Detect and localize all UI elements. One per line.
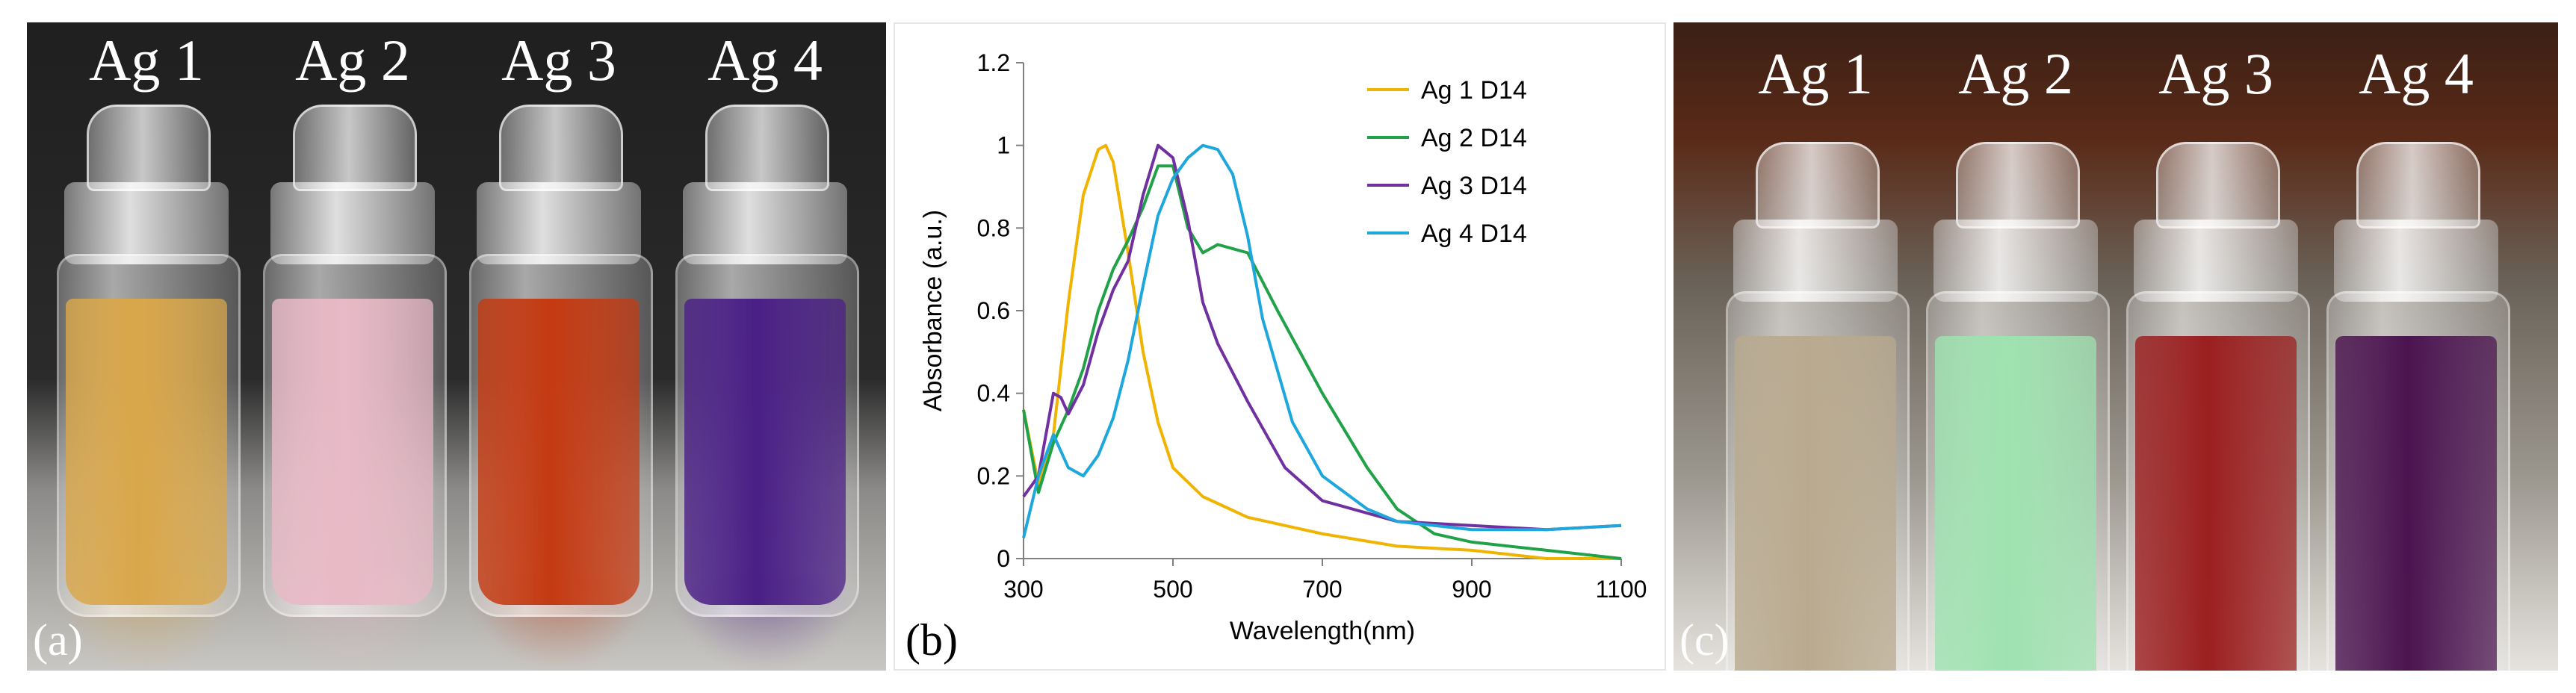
panel-a-vial-label-3: Ag 3 — [501, 28, 616, 93]
absorbance-chart: 0 0.2 0.4 0.6 0.8 1 1.2 300 500 700 900 1100 Wavelen… — [919, 49, 1647, 645]
panel-c-vial-neck-2 — [1933, 220, 2098, 302]
panel-a-vial-stopper-4 — [705, 105, 829, 191]
panel-a-vial-2: Ag 2 — [248, 22, 457, 671]
panel-a-vial-stopper-2 — [293, 105, 417, 191]
panel-a-photo: Ag 1 Ag 2 Ag 3 Ag 4 (a) — [27, 22, 886, 671]
legend-label-2: Ag 2 D14 — [1421, 124, 1527, 152]
y-tick-label: 0.4 — [977, 380, 1010, 407]
y-tick-label: 0.6 — [977, 297, 1010, 324]
panel-a-vial-4: Ag 4 — [660, 22, 870, 671]
panel-a-letter: (a) — [33, 615, 83, 665]
panel-c-vial-1: Ag 1 — [1711, 22, 1920, 671]
panel-a-vial-label-1: Ag 1 — [89, 28, 204, 93]
panel-c-vial-stopper-4 — [2356, 142, 2480, 229]
y-tick-label: 0 — [997, 545, 1010, 572]
panel-c-vial-neck-1 — [1733, 220, 1898, 302]
panel-a-vial-liquid-2 — [272, 299, 433, 605]
panel-b-letter: (b) — [905, 615, 958, 665]
panel-c-vial-label-1: Ag 1 — [1758, 41, 1873, 106]
series-line-ag-1-d14 — [1022, 143, 1621, 560]
panel-a-vial-neck-2 — [270, 182, 435, 264]
panel-a-vial-label-4: Ag 4 — [708, 28, 823, 93]
panel-a-vial-stopper-1 — [87, 105, 211, 191]
legend-label-3: Ag 3 D14 — [1421, 172, 1527, 200]
panel-c-vial-neck-3 — [2134, 220, 2298, 302]
y-tick-label: 0.8 — [977, 214, 1010, 241]
panel-c-vial-label-2: Ag 2 — [1958, 41, 2073, 106]
panel-c-letter: (c) — [1679, 615, 1730, 665]
legend-label-4: Ag 4 D14 — [1421, 220, 1527, 248]
series-line-ag-3-d14 — [1022, 143, 1622, 532]
x-tick-label: 300 — [1003, 576, 1043, 603]
panel-a-vial-neck-4 — [683, 182, 847, 264]
panel-a-vial-3: Ag 3 — [454, 22, 663, 671]
x-tick-label: 500 — [1153, 576, 1192, 603]
panel-a-vial-neck-3 — [477, 182, 641, 264]
x-tick-label: 700 — [1302, 576, 1342, 603]
panel-a-vial-liquid-1 — [66, 299, 227, 605]
y-tick-label: 1 — [997, 132, 1010, 159]
panel-c-vial-liquid-1 — [1735, 336, 1896, 671]
x-tick-label: 1100 — [1596, 576, 1647, 603]
panel-c-vial-label-3: Ag 3 — [2158, 41, 2273, 106]
panel-a-vial-neck-1 — [64, 182, 229, 264]
panel-a-vial-label-2: Ag 2 — [295, 28, 410, 93]
panel-b-chart: 0 0.2 0.4 0.6 0.8 1 1.2 300 500 700 900 1100 Wavelen… — [894, 22, 1666, 671]
panel-a-vial-liquid-3 — [478, 299, 640, 605]
panel-c-vial-neck-4 — [2334, 220, 2498, 302]
panel-a-vial-liquid-4 — [684, 299, 846, 605]
panel-c-vial-liquid-2 — [1935, 336, 2096, 671]
x-axis-title: Wavelength(nm) — [1230, 617, 1415, 645]
panel-c-photo: Ag 1 Ag 2 Ag 3 Ag 4 (c) — [1674, 22, 2558, 671]
y-tick-label: 1.2 — [977, 49, 1010, 76]
panel-c-vial-3: Ag 3 — [2111, 22, 2320, 671]
panel-c-vial-label-4: Ag 4 — [2359, 41, 2474, 106]
panel-c-vial-liquid-3 — [2135, 336, 2297, 671]
panel-a-vial-stopper-3 — [499, 105, 623, 191]
panel-c-vial-liquid-4 — [2335, 336, 2497, 671]
y-axis-title: Absorbance (a.u.) — [919, 210, 947, 411]
panel-c-vial-stopper-3 — [2156, 142, 2280, 229]
panel-c-vial-2: Ag 2 — [1911, 22, 2120, 671]
panel-c-vial-stopper-1 — [1756, 142, 1880, 229]
legend-label-1: Ag 1 D14 — [1421, 76, 1527, 105]
series-line-ag-4-d14 — [1022, 143, 1622, 538]
panel-c-vial-4: Ag 4 — [2312, 22, 2521, 671]
y-tick-label: 0.2 — [977, 462, 1010, 489]
x-tick-label: 900 — [1452, 576, 1491, 603]
panel-a-vial-1: Ag 1 — [42, 22, 251, 671]
panel-c-vial-stopper-2 — [1956, 142, 2080, 229]
